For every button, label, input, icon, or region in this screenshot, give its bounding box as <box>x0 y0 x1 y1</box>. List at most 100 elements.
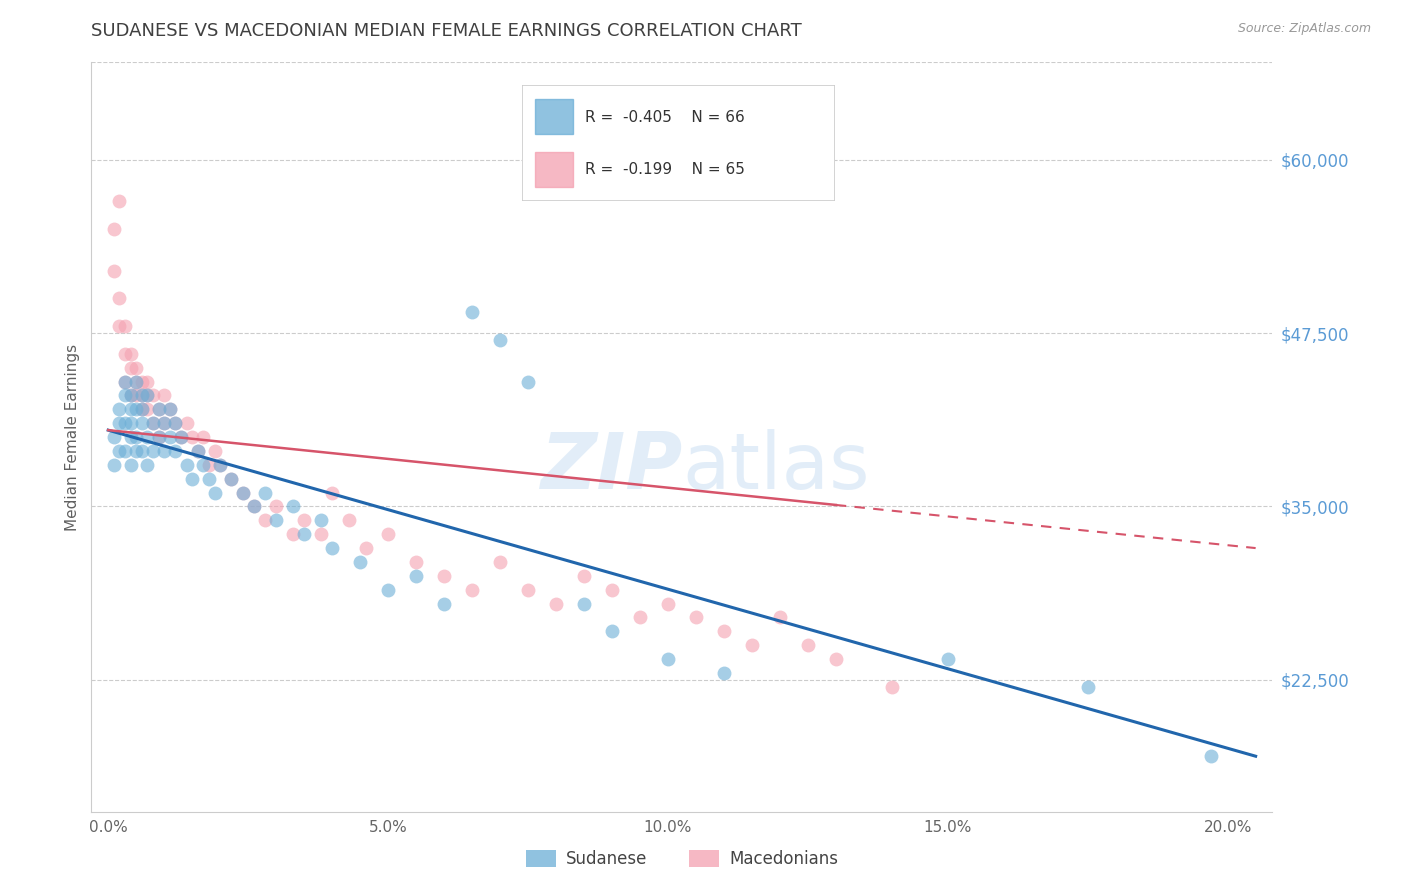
Text: Source: ZipAtlas.com: Source: ZipAtlas.com <box>1237 22 1371 36</box>
Point <box>136 430 159 444</box>
Point <box>120 458 142 472</box>
Point <box>125 444 148 458</box>
Point <box>142 444 165 458</box>
Point <box>153 416 176 430</box>
Point <box>108 444 131 458</box>
Point <box>114 444 136 458</box>
Point <box>131 402 153 417</box>
Point <box>433 569 456 583</box>
Point <box>349 555 371 569</box>
Point <box>713 624 735 639</box>
Point <box>253 513 276 527</box>
Point <box>120 388 142 402</box>
Point <box>131 444 153 458</box>
Point <box>880 680 903 694</box>
Point <box>292 513 315 527</box>
Point <box>131 402 153 417</box>
Point <box>221 472 243 486</box>
Point <box>517 582 540 597</box>
Text: SUDANESE VS MACEDONIAN MEDIAN FEMALE EARNINGS CORRELATION CHART: SUDANESE VS MACEDONIAN MEDIAN FEMALE EAR… <box>91 22 803 40</box>
Point <box>103 263 125 277</box>
Point <box>181 430 204 444</box>
Point <box>103 222 125 236</box>
Point <box>176 416 198 430</box>
Point <box>281 527 304 541</box>
Point <box>125 375 148 389</box>
Point <box>170 430 193 444</box>
Point <box>204 444 226 458</box>
Point <box>103 458 125 472</box>
Point <box>264 500 287 514</box>
Point <box>489 555 512 569</box>
Point <box>120 402 142 417</box>
Point <box>159 430 181 444</box>
Point <box>142 388 165 402</box>
Point <box>176 458 198 472</box>
Point <box>125 388 148 402</box>
Point <box>377 582 399 597</box>
Point <box>114 375 136 389</box>
Point <box>628 610 651 624</box>
Point <box>264 513 287 527</box>
Point <box>142 416 165 430</box>
Point <box>242 500 264 514</box>
Point <box>120 360 142 375</box>
Point <box>187 444 209 458</box>
Point <box>741 638 763 652</box>
Point <box>125 360 148 375</box>
Point <box>136 388 159 402</box>
Point <box>120 430 142 444</box>
Y-axis label: Median Female Earnings: Median Female Earnings <box>65 343 80 531</box>
Point <box>159 402 181 417</box>
Point <box>120 416 142 430</box>
Point <box>433 597 456 611</box>
Point <box>103 430 125 444</box>
Point <box>405 569 427 583</box>
Point <box>321 485 343 500</box>
Point <box>685 610 707 624</box>
Text: atlas: atlas <box>682 429 869 505</box>
Text: ZIP: ZIP <box>540 429 682 505</box>
Point <box>193 458 215 472</box>
Point <box>1199 749 1222 764</box>
Point <box>354 541 377 555</box>
Point <box>131 388 153 402</box>
Point <box>131 388 153 402</box>
Point <box>159 402 181 417</box>
Point <box>600 624 623 639</box>
Point <box>125 402 148 417</box>
Point <box>181 472 204 486</box>
Point <box>114 375 136 389</box>
Point <box>544 597 567 611</box>
Point <box>114 388 136 402</box>
Point <box>108 402 131 417</box>
Point <box>204 485 226 500</box>
Point <box>657 597 679 611</box>
Point <box>125 430 148 444</box>
Point <box>165 444 187 458</box>
Point <box>309 513 332 527</box>
Point <box>153 444 176 458</box>
Point <box>148 430 170 444</box>
Point <box>170 430 193 444</box>
Point <box>136 375 159 389</box>
Point <box>713 665 735 680</box>
Point <box>120 388 142 402</box>
Point <box>405 555 427 569</box>
Legend: Sudanese, Macedonians: Sudanese, Macedonians <box>519 843 845 874</box>
Point <box>148 402 170 417</box>
Point <box>309 527 332 541</box>
Point <box>797 638 820 652</box>
Point <box>136 388 159 402</box>
Point <box>120 347 142 361</box>
Point <box>221 472 243 486</box>
Point <box>657 652 679 666</box>
Point <box>108 319 131 334</box>
Point <box>292 527 315 541</box>
Point <box>131 416 153 430</box>
Point <box>153 388 176 402</box>
Point <box>148 402 170 417</box>
Point <box>136 458 159 472</box>
Point <box>572 569 595 583</box>
Point <box>136 402 159 417</box>
